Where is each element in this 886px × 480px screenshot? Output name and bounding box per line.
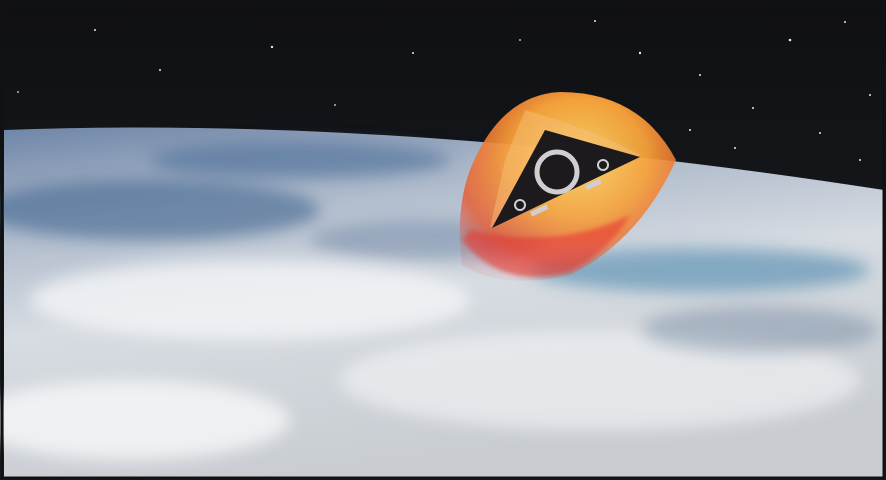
vehicle-port xyxy=(597,159,609,171)
glide-vehicle xyxy=(492,130,640,228)
plasma-glow xyxy=(462,215,630,277)
vehicle-panel xyxy=(529,204,549,217)
stars xyxy=(17,20,871,161)
clouds xyxy=(0,142,880,460)
vehicle-emblem xyxy=(534,149,580,195)
vehicle-panel xyxy=(584,178,602,191)
vehicle-port xyxy=(514,199,526,211)
